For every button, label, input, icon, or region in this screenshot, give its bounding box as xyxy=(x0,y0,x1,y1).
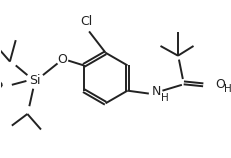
Text: O: O xyxy=(214,78,224,91)
Text: H: H xyxy=(160,93,167,103)
Text: Si: Si xyxy=(29,74,41,87)
Text: O: O xyxy=(57,53,67,66)
Text: Cl: Cl xyxy=(80,15,92,28)
Text: N: N xyxy=(151,85,161,98)
Text: H: H xyxy=(223,84,230,94)
